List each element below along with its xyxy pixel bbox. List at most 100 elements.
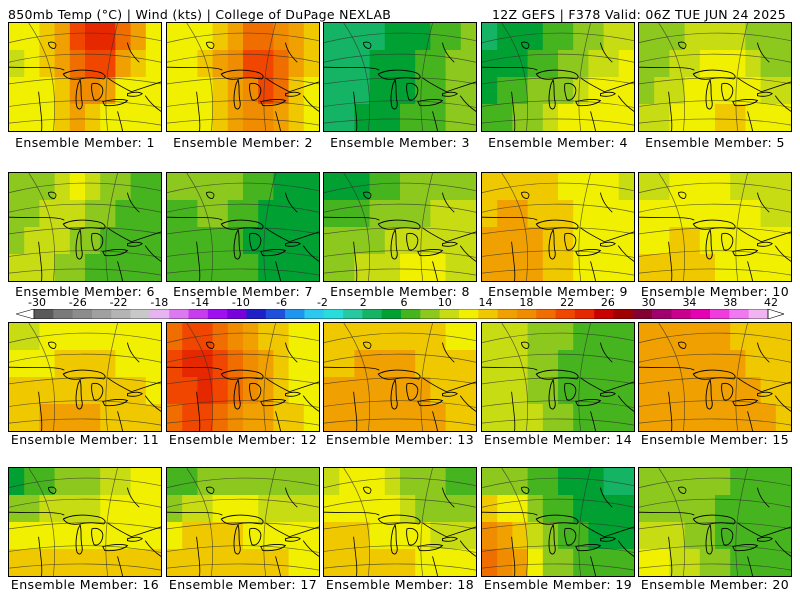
temp-cell [9,377,25,405]
border-line [590,111,596,131]
temp-cell [639,377,655,405]
temp-cell [243,227,259,255]
temp-cell [273,200,290,228]
temp-cell [100,495,116,523]
wind-streamline [639,32,791,43]
ensemble-map-4 [481,22,635,132]
lake-outline [564,527,577,546]
temp-cell [324,404,340,431]
temp-cell [512,104,529,131]
temp-cell [445,227,462,255]
temp-cell [588,50,605,78]
temp-cell [85,23,101,51]
lake-outline [417,249,444,257]
temp-cell [430,50,447,78]
temp-cell [145,173,161,201]
temp-cell [9,254,25,281]
temp-cell [654,468,670,496]
temp-cell [258,173,274,201]
temp-cell [745,495,762,523]
temp-cell [603,227,620,255]
border-line [144,540,161,557]
wind-streamline [639,77,791,85]
wind-streamline [420,173,433,281]
wind-streamline [501,173,529,281]
temp-cell [527,77,544,105]
temp-cell [243,173,259,201]
temp-cell [9,495,25,523]
temp-cell [24,254,40,281]
temp-cell [115,254,132,281]
temp-cell [288,50,305,78]
border-line [127,42,140,63]
temp-cell [384,549,401,576]
colorbar-tick-label: -6 [276,296,288,309]
lake-outline [417,544,444,552]
temp-cell [339,200,355,228]
temperature-field [482,468,634,576]
temp-cell [460,549,476,576]
temp-cell [482,377,498,405]
temp-cell [430,323,447,351]
temp-cell [273,50,290,78]
temp-cell [415,173,431,201]
colorbar-swatch [671,309,692,319]
temp-cell [588,468,605,496]
temp-cell [669,23,686,51]
temp-cell [558,173,574,201]
temp-cell [227,227,244,255]
temp-cell [497,77,513,105]
lake-outline [406,527,419,546]
temp-cell [85,522,101,550]
colorbar-swatch [265,309,286,319]
wind-streamline [639,353,791,363]
temp-cell [400,23,416,51]
ensemble-map-6 [8,172,162,282]
temp-cell [445,495,462,523]
temp-cell [145,468,161,496]
temp-cell [460,200,476,228]
wind-streamline [9,477,161,488]
temp-cell [430,200,447,228]
temp-cell [212,254,229,281]
temp-cell [497,254,513,281]
temp-cell [482,254,498,281]
temp-cell [775,254,791,281]
wind-streamline [324,182,476,193]
wind-streamline [501,323,529,431]
temp-cell [167,227,183,255]
temp-cell [699,227,716,255]
temp-cell [482,549,498,576]
border-line [265,522,319,538]
wind-streamline [324,498,476,508]
temp-cell [654,549,670,576]
lake-outline [417,99,444,107]
temp-cell [384,23,401,51]
border-line [617,540,634,557]
temp-cell [542,323,559,351]
lake-outline [75,228,83,260]
temp-cell [369,495,386,523]
temp-cell [130,377,147,405]
border-line [127,192,140,213]
temp-cell [669,227,686,255]
temp-cell [760,254,777,281]
temp-cell [430,77,447,105]
temp-cell [54,404,71,431]
lake-outline [564,382,577,401]
temp-cell [482,23,498,51]
wind-streamline [324,400,476,408]
temp-cell [730,200,746,228]
temp-cell [618,200,634,228]
border-line [590,556,596,576]
temp-cell [130,404,147,431]
ensemble-map-9 [481,172,635,282]
temp-cell [618,104,634,131]
wind-streamline [639,203,791,213]
temp-cell [130,227,147,255]
border-line [600,487,613,508]
lake-outline [126,536,144,542]
temp-cell [167,495,183,523]
border-line [167,511,223,516]
lake-outline [564,82,577,101]
